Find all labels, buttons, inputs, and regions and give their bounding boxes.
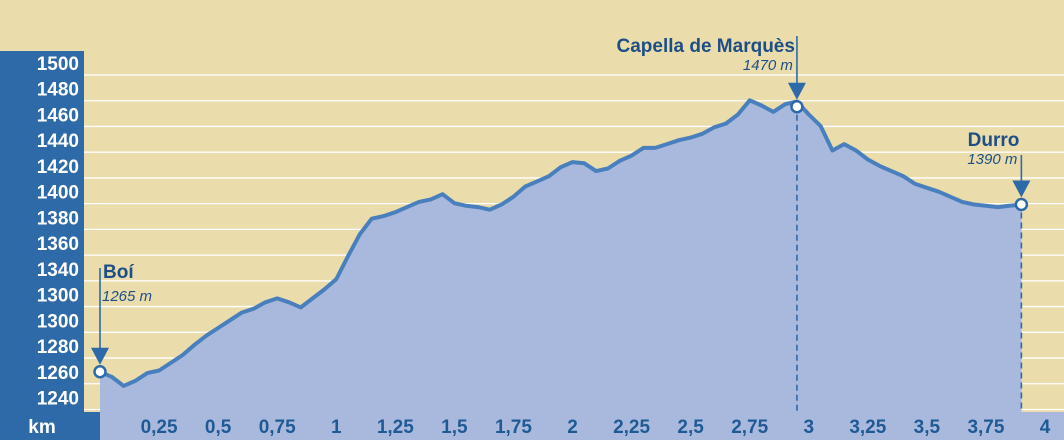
x-tick-label: 3,5 — [914, 417, 941, 438]
x-tick-label: 0,75 — [259, 417, 296, 438]
y-tick-label: 1460 — [37, 105, 79, 126]
y-tick-label: 1340 — [37, 260, 79, 281]
x-axis-ticks: 0,25 0,5 0,75 1 1,25 1,5 1,75 2 2,25 2,5 2,75 3 3,25… — [141, 417, 1051, 438]
x-tick-label: 0,5 — [205, 417, 232, 438]
x-tick-label: 1 — [331, 417, 342, 438]
y-axis-band — [0, 51, 84, 412]
x-tick-label: 3 — [803, 417, 814, 438]
x-tick-label: 1,5 — [441, 417, 468, 438]
x-tick-label: 2,5 — [677, 417, 704, 438]
x-tick-label: 0,25 — [141, 417, 178, 438]
waypoint-elevation: 1470 m — [743, 57, 793, 74]
x-tick-label: 3,75 — [967, 417, 1004, 438]
waypoint-name: Durro — [968, 130, 1020, 151]
x-axis-label: km — [28, 417, 55, 438]
waypoint-marker — [790, 99, 804, 114]
y-tick-label: 1400 — [37, 183, 79, 204]
y-tick-label: 1500 — [37, 54, 79, 75]
y-tick-label: 1380 — [37, 208, 79, 229]
y-tick-label: 1260 — [37, 363, 79, 384]
y-tick-label: 1280 — [37, 337, 79, 358]
waypoint-name: Capella de Marquès — [616, 36, 794, 57]
y-tick-label: 1240 — [37, 389, 79, 410]
x-tick-label: 3,25 — [849, 417, 886, 438]
arrow-down-icon — [787, 82, 806, 100]
elevation-area — [100, 100, 1022, 413]
x-axis-tick-strip — [100, 412, 1064, 440]
waypoint-dashed-lines — [796, 114, 1023, 412]
elevation-line — [99, 98, 1022, 388]
waypoint-elevation: 1390 m — [967, 151, 1017, 168]
arrow-down-icon — [1012, 180, 1031, 198]
x-tick-label: 1,75 — [495, 417, 532, 438]
x-tick-label: 4 — [1040, 417, 1051, 438]
y-tick-label: 1360 — [37, 234, 79, 255]
y-axis-ticks: 1240 1260 1280 1300 1300 1340 1360 1380 1400 1420… — [37, 54, 79, 410]
x-tick-label: 2,25 — [613, 417, 650, 438]
arrow-down-icon — [91, 347, 109, 365]
y-tick-label: 1300 — [37, 286, 79, 307]
waypoint-marker — [93, 365, 107, 379]
x-tick-label: 2 — [567, 417, 578, 438]
y-tick-label: 1300 — [37, 311, 79, 332]
y-tick-label: 1480 — [37, 80, 79, 101]
waypoint-marker — [1014, 197, 1029, 212]
x-tick-label: 1,25 — [377, 417, 414, 438]
waypoint-elevation: 1265 m — [102, 288, 152, 305]
waypoint-1: Boí 1265 m — [91, 262, 152, 379]
y-tick-label: 1420 — [37, 157, 79, 178]
x-tick-label: 2,75 — [731, 417, 768, 438]
waypoint-name: Boí — [103, 262, 134, 283]
y-tick-label: 1440 — [37, 131, 79, 152]
